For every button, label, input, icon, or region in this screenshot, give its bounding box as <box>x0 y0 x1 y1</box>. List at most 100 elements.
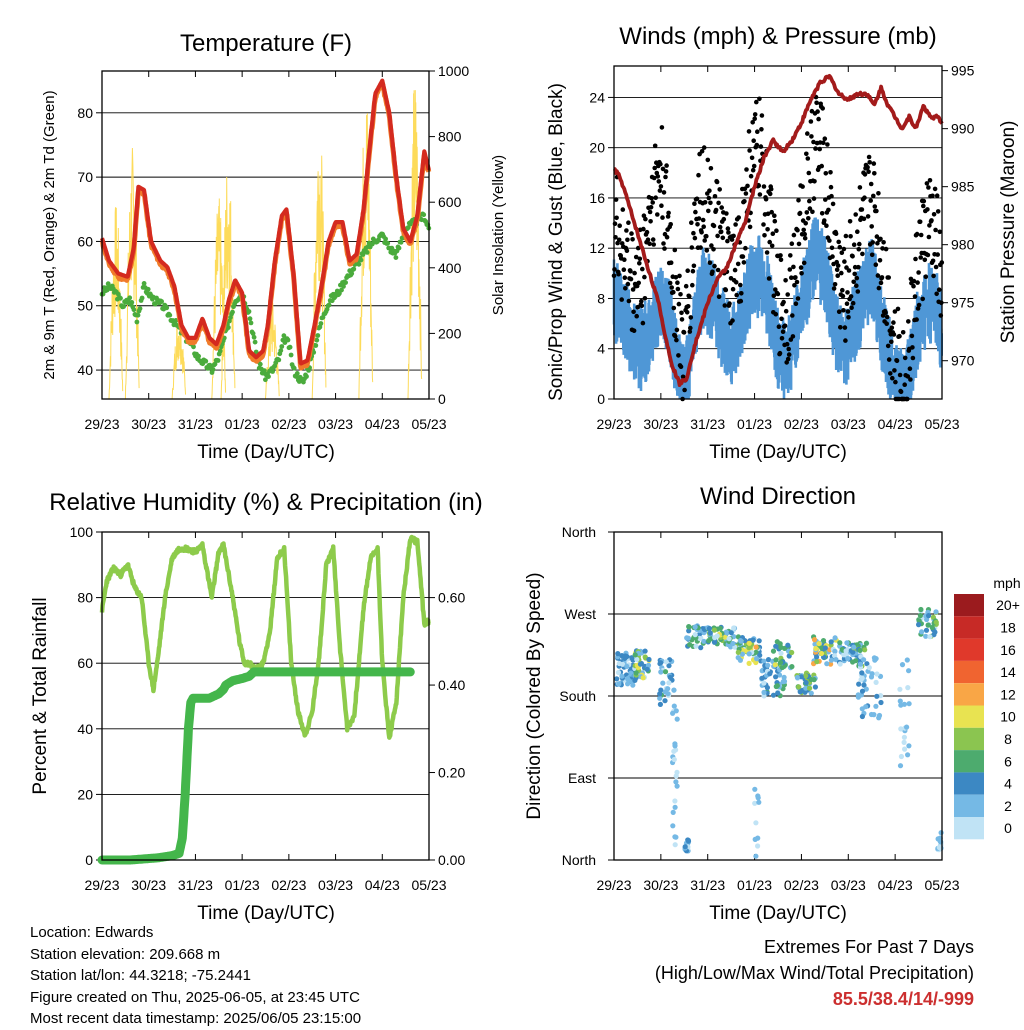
gust-point <box>846 268 852 273</box>
gust-point <box>921 203 926 209</box>
humidity-xtick-label: 04/23 <box>365 877 400 893</box>
gust-point <box>758 144 764 149</box>
winds-xtick-label: 04/23 <box>878 416 913 432</box>
gust-point <box>809 134 814 139</box>
gust-point <box>671 305 677 311</box>
gust-point <box>787 267 793 272</box>
direction-point <box>672 798 678 804</box>
gust-point <box>650 200 655 205</box>
gust-point <box>784 341 790 347</box>
gust-point <box>884 314 890 320</box>
gust-point <box>639 303 645 309</box>
direction-point <box>857 661 864 667</box>
direction-point <box>844 640 850 646</box>
gust-point <box>851 242 857 247</box>
gust-point <box>774 228 779 233</box>
gust-point <box>640 266 645 272</box>
solar-ytick-right-label: 800 <box>438 129 462 145</box>
direction-point <box>773 674 779 680</box>
gust-point <box>831 286 837 291</box>
gust-point <box>796 241 802 247</box>
gust-point <box>775 291 781 297</box>
direction-point <box>794 674 801 681</box>
gust-point <box>875 241 880 246</box>
gust-point <box>860 251 865 257</box>
dewpoint-point <box>135 312 141 318</box>
gust-point <box>685 268 690 274</box>
legend-label: 0 <box>1004 820 1012 836</box>
gust-point <box>917 219 923 225</box>
direction-point <box>670 809 676 816</box>
gust-point <box>936 287 942 293</box>
direction-point <box>674 783 680 789</box>
gust-point <box>843 338 848 343</box>
direction-point <box>672 743 678 749</box>
temp-2m-series <box>100 78 431 366</box>
gust-point <box>829 193 834 199</box>
gust-point <box>895 306 901 312</box>
direction-point <box>773 657 779 663</box>
gust-point <box>854 283 859 289</box>
gust-point <box>856 264 861 270</box>
gust-point <box>773 311 779 317</box>
gust-point <box>756 183 762 188</box>
gust-point <box>741 260 747 265</box>
gust-point <box>807 198 812 204</box>
info-created: Figure created on Thu, 2025-06-05, at 23… <box>30 988 360 1006</box>
legend-swatch <box>954 638 984 661</box>
direction-xtick-label: 29/23 <box>596 877 631 893</box>
gust-point <box>715 267 721 273</box>
gust-point <box>735 261 741 267</box>
gust-point <box>907 366 913 372</box>
gust-point <box>833 231 839 236</box>
dewpoint-point <box>252 339 258 345</box>
gust-point <box>667 280 673 286</box>
dewpoint-point <box>227 318 232 324</box>
legend-title: mph <box>993 575 1020 591</box>
humidity-series <box>99 534 431 740</box>
dewpoint-point <box>250 331 256 336</box>
gust-point <box>874 208 879 214</box>
direction-point <box>737 657 744 663</box>
winds-ytick-label: 16 <box>589 190 605 206</box>
direction-point <box>615 669 622 676</box>
gust-point <box>671 289 676 295</box>
temperature-panel: Temperature (F) 405060708002004006008001… <box>41 30 507 463</box>
gust-point <box>836 239 841 245</box>
dewpoint-point <box>318 321 324 326</box>
gust-point <box>747 148 752 153</box>
gust-point <box>847 219 853 224</box>
direction-point <box>927 634 933 640</box>
gust-point <box>637 256 643 262</box>
temperature-ytick-label: 50 <box>77 298 93 314</box>
gust-point <box>734 292 739 298</box>
gust-point <box>804 210 810 215</box>
gust-point <box>926 234 932 240</box>
dewpoint-point <box>385 240 391 246</box>
gust-point <box>924 181 930 186</box>
dewpoint-point <box>217 348 223 354</box>
direction-point <box>616 681 622 687</box>
humidity-title: Relative Humidity (%) & Precipitation (i… <box>49 489 482 516</box>
gust-point <box>754 142 760 148</box>
precip-ytick-right-label: 0.60 <box>438 590 465 606</box>
direction-point <box>936 844 942 851</box>
direction-point <box>812 641 818 647</box>
pressure-ylabel: Station Pressure (Maroon) <box>998 121 1019 344</box>
legend-label: 8 <box>1004 731 1012 747</box>
legend-swatch <box>954 660 984 684</box>
gust-point <box>935 209 941 214</box>
legend-label: 12 <box>1000 686 1016 702</box>
gust-point <box>872 171 877 176</box>
gust-point <box>717 187 722 192</box>
direction-point <box>644 666 650 672</box>
wind-direction-title: Wind Direction <box>700 483 856 510</box>
gust-point <box>805 131 810 136</box>
gust-point <box>791 264 796 270</box>
gust-point <box>849 305 854 311</box>
gust-point <box>613 197 619 202</box>
gust-point <box>935 252 940 257</box>
gust-point <box>883 310 888 316</box>
gust-point <box>708 166 714 171</box>
gust-point <box>801 260 807 266</box>
